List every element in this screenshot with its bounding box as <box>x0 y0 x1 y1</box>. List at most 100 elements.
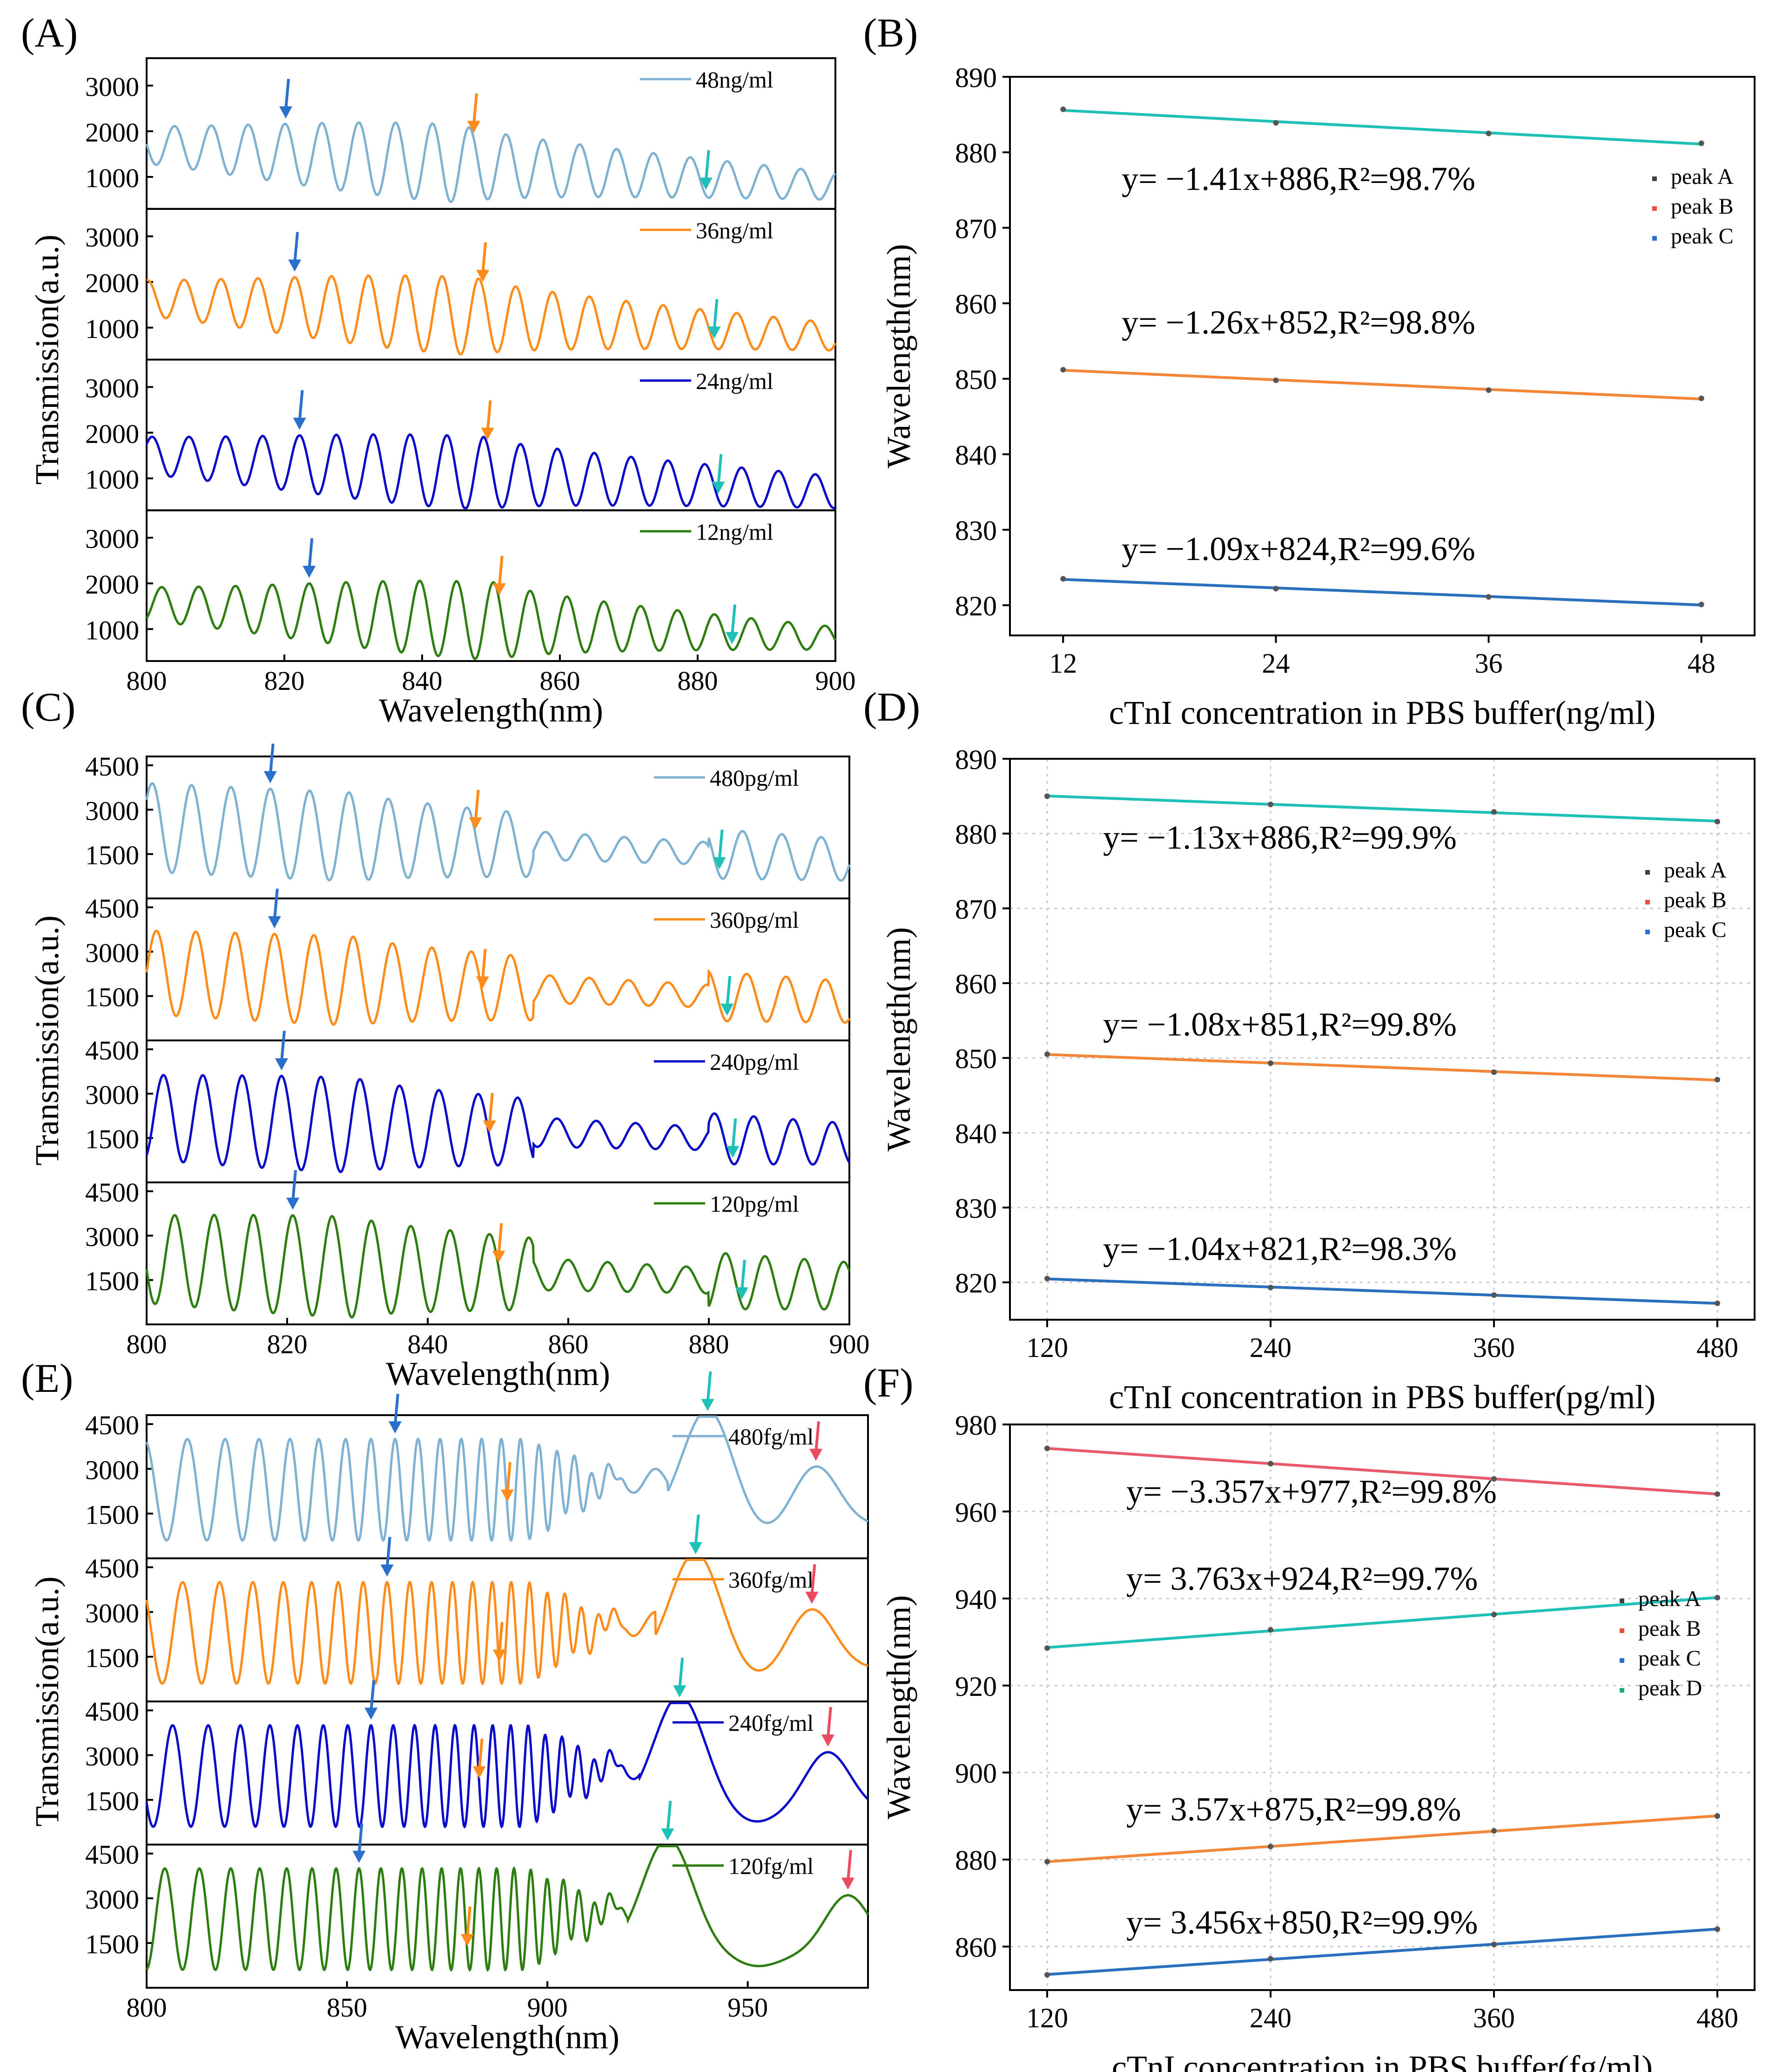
data-point <box>1268 1843 1273 1849</box>
data-point <box>1715 1594 1720 1600</box>
data-point <box>1491 809 1497 815</box>
legend-marker <box>1652 236 1657 241</box>
spectrum-line <box>145 1214 851 1319</box>
peak-arrow <box>280 1031 286 1062</box>
peak-arrow-head <box>483 1120 496 1133</box>
x-axis-title: Wavelength(nm) <box>386 1355 610 1392</box>
peak-arrow <box>706 1371 712 1403</box>
spectrum-line <box>145 580 837 660</box>
y-tick-label: 2000 <box>85 268 139 298</box>
data-point <box>1268 1627 1273 1633</box>
peak-arrow <box>826 1707 832 1739</box>
data-point <box>1044 793 1050 799</box>
peak-arrow-head <box>467 121 480 133</box>
panel-label: (A) <box>21 11 78 56</box>
y-tick-label: 840 <box>955 1118 997 1149</box>
spectra-panel-A: 1000 2000 3000 48ng/ml 1000 2000 3000 36ng/ml 10… <box>28 57 856 729</box>
panel-label: (D) <box>863 685 920 730</box>
legend-label: 360fg/ml <box>728 1567 814 1593</box>
legend-marker <box>1620 1599 1624 1603</box>
y-tick-label: 4500 <box>85 1177 139 1208</box>
y-tick-label: 4500 <box>85 1410 139 1440</box>
peak-arrow-head <box>263 771 277 783</box>
spectrum-line <box>145 433 836 509</box>
peak-arrow-head <box>707 326 721 339</box>
x-tick-label: 800 <box>127 1329 167 1359</box>
data-point <box>1044 1645 1050 1651</box>
legend-label: peak B <box>1638 1616 1701 1641</box>
data-point <box>1273 377 1279 383</box>
data-point <box>1273 586 1279 592</box>
x-tick-label: 880 <box>678 666 718 696</box>
data-point <box>1486 387 1492 393</box>
peak-arrow-head <box>476 270 490 282</box>
y-tick-label: 1500 <box>85 1266 139 1296</box>
peak-arrow <box>472 93 478 125</box>
x-tick-label: 900 <box>829 1329 870 1359</box>
legend-label: peak A <box>1638 1586 1701 1611</box>
data-point <box>1715 1813 1720 1819</box>
spectrum-line <box>146 274 837 356</box>
peak-arrow <box>694 1514 700 1546</box>
peak-arrow <box>726 976 732 1008</box>
legend-label: 24ng/ml <box>696 368 774 394</box>
fit-equation: y= −1.13x+886,R²=99.9% <box>1103 819 1457 856</box>
peak-arrow-head <box>735 1287 748 1300</box>
legend-marker <box>1652 176 1657 181</box>
data-point <box>1698 601 1704 607</box>
subplot-frame <box>146 509 836 662</box>
y-tick-label: 3000 <box>85 1455 139 1485</box>
peak-arrow <box>291 1170 297 1201</box>
peak-arrow-head <box>286 1197 300 1210</box>
data-point <box>1060 367 1066 373</box>
data-point <box>1268 802 1273 808</box>
y-tick-label: 1000 <box>85 163 139 193</box>
y-tick-label: 890 <box>955 744 997 775</box>
peak-arrow <box>357 1823 363 1855</box>
data-point <box>1715 1491 1720 1497</box>
fit-line <box>1047 1814 1718 1863</box>
y-axis-title: Wavelength(nm) <box>880 244 917 468</box>
fit-equation: y= −1.09x+824,R²=99.6% <box>1122 530 1475 567</box>
x-tick-label: 820 <box>267 1329 308 1359</box>
peak-arrow-head <box>460 1934 474 1946</box>
legend-marker <box>1645 930 1650 934</box>
legend-label: 12ng/ml <box>696 519 774 545</box>
data-point <box>1715 1926 1720 1932</box>
x-axis-title: Wavelength(nm) <box>379 692 603 729</box>
peak-arrow <box>846 1850 852 1882</box>
y-tick-label: 860 <box>955 289 997 319</box>
x-tick-label: 900 <box>815 666 856 696</box>
y-tick-label: 3000 <box>85 1741 139 1771</box>
x-tick-label: 880 <box>689 1329 729 1359</box>
data-point <box>1715 1300 1720 1306</box>
peak-arrow <box>713 299 719 331</box>
peak-arrow <box>269 743 275 775</box>
y-tick-label: 2000 <box>85 569 139 600</box>
legend-label: peak B <box>1664 888 1727 912</box>
y-tick-label: 850 <box>955 1044 997 1074</box>
y-tick-label: 1000 <box>85 465 139 495</box>
peak-arrow <box>731 604 736 636</box>
peak-arrow-head <box>712 481 725 494</box>
data-point <box>1044 1972 1050 1978</box>
y-tick-label: 3000 <box>85 223 139 253</box>
y-tick-label: 3000 <box>85 938 139 968</box>
peak-arrow-head <box>268 916 281 929</box>
data-point <box>1491 1941 1497 1947</box>
data-point <box>1491 1828 1497 1834</box>
x-tick-label: 360 <box>1473 2003 1515 2033</box>
y-tick-label: 1000 <box>85 314 139 344</box>
data-point <box>1491 1292 1497 1298</box>
legend-marker <box>1645 870 1650 875</box>
y-tick-label: 3000 <box>85 1598 139 1628</box>
peak-arrow-head <box>388 1421 402 1434</box>
y-axis-title: Wavelength(nm) <box>880 927 917 1151</box>
peak-arrow-head <box>720 1003 734 1016</box>
peak-arrow <box>498 555 504 587</box>
peak-arrow-head <box>492 1250 505 1263</box>
legend-label: peak C <box>1638 1646 1701 1671</box>
spectrum-line <box>146 1845 869 1972</box>
y-tick-label: 880 <box>955 819 997 850</box>
